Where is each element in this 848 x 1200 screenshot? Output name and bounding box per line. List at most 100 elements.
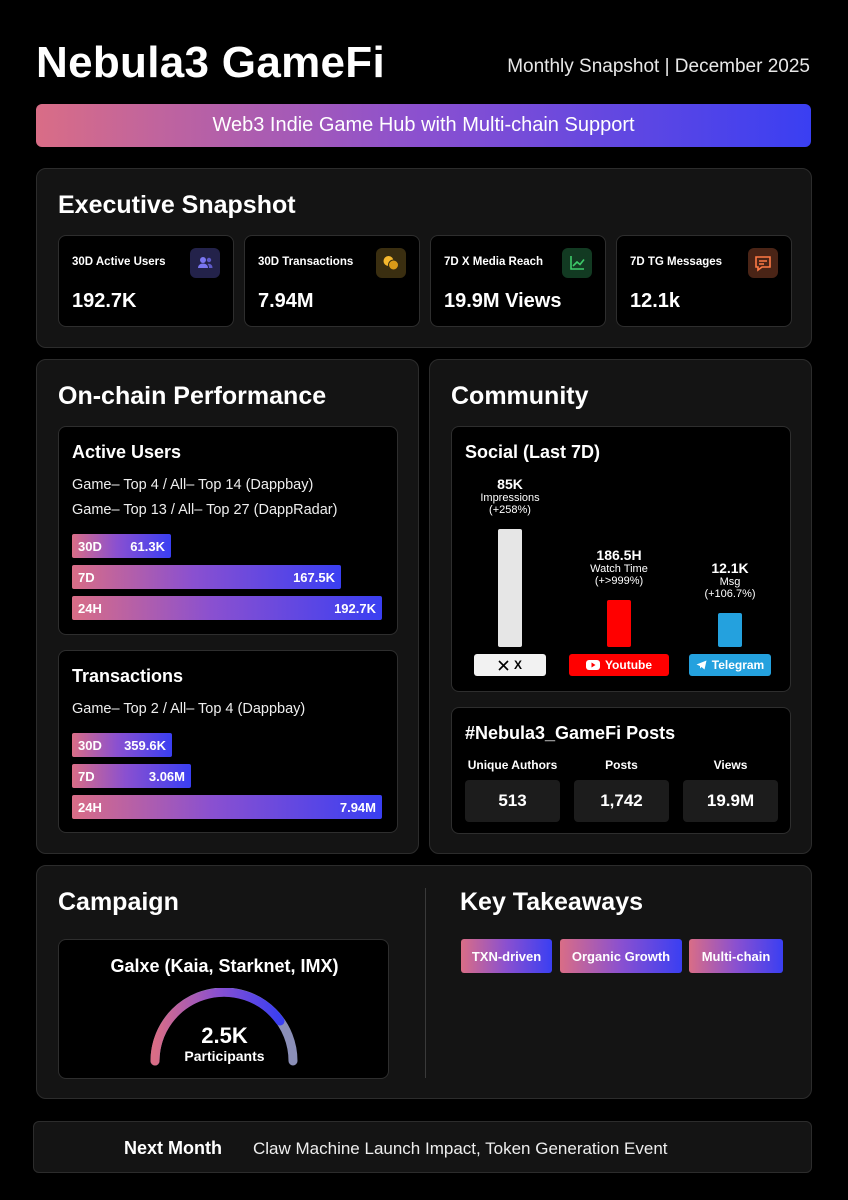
bar-7d: 7D 3.06M [72, 764, 191, 788]
social-value: 186.5H [596, 547, 642, 563]
platform-label: X [513, 658, 522, 672]
bar-24h: 24H 7.94M [72, 795, 382, 819]
panel-divider [425, 888, 426, 1078]
bar-value: 3.06M [148, 769, 185, 784]
participants-gauge [150, 988, 298, 1066]
platform-badge-youtube[interactable]: Youtube [569, 654, 669, 676]
platform-label: Telegram [711, 658, 765, 672]
takeaway-tag: Organic Growth [560, 939, 682, 973]
bar-label: 7D [78, 570, 95, 585]
platform-badge-x[interactable]: X [474, 654, 546, 676]
kpi-label: 30D Transactions [258, 256, 354, 268]
campaign-title: Campaign [58, 888, 179, 916]
rank-line: Game– Top 2 / All– Top 4 (Dappbay) [72, 701, 306, 717]
bar-label: 24H [78, 800, 102, 815]
page-title: Nebula3 GameFi [36, 38, 385, 87]
social-value: 85K [497, 476, 523, 492]
bar-value: 192.7K [334, 601, 376, 616]
stat-value-views: 19.9M [683, 780, 778, 822]
x-logo-icon [498, 659, 509, 671]
bar-value: 359.6K [124, 738, 166, 753]
bar-30d: 30D 61.3K [72, 534, 171, 558]
platform-badge-telegram[interactable]: Telegram [689, 654, 771, 676]
rank-line: Game– Top 13 / All– Top 27 (DappRadar) [72, 502, 338, 518]
bar-label: 30D [78, 738, 102, 753]
rank-line: Game– Top 4 / All– Top 14 (Dappbay) [72, 477, 314, 493]
platform-label: Youtube [604, 658, 653, 672]
active-users-card: Active Users Game– Top 4 / All– Top 14 (… [58, 426, 398, 635]
posts-card: #Nebula3_GameFi Posts Unique Authors Pos… [451, 707, 791, 834]
bar-24h: 24H 192.7K [72, 596, 382, 620]
community-panel: Community Social (Last 7D) 85K Impression… [429, 359, 812, 854]
kpi-value: 12.1k [630, 290, 681, 312]
posts-title: #Nebula3_GameFi Posts [465, 723, 676, 743]
coins-icon [376, 248, 406, 278]
kpi-label: 7D X Media Reach [444, 256, 544, 268]
stat-value-posts: 1,742 [574, 780, 669, 822]
stat-value-authors: 513 [465, 780, 560, 822]
kpi-card-media-reach: 7D X Media Reach 19.9M Views [430, 235, 606, 327]
page-subtitle: Monthly Snapshot | December 2025 [507, 56, 810, 77]
next-month-text: Claw Machine Launch Impact, Token Genera… [253, 1139, 668, 1158]
kpi-label: 30D Active Users [72, 256, 166, 268]
social-label: 85K Impressions (+258%) [460, 476, 560, 516]
social-label: 186.5H Watch Time (+>999%) [569, 547, 669, 587]
takeaways-title: Key Takeaways [460, 888, 643, 916]
social-label: 12.1K Msg (+106.7%) [680, 560, 780, 600]
transactions-title: Transactions [72, 666, 184, 686]
social-bar-telegram [718, 613, 742, 647]
bar-label: 30D [78, 539, 102, 554]
kpi-value: 192.7K [72, 290, 137, 312]
tagline-banner: Web3 Indie Game Hub with Multi-chain Sup… [36, 104, 811, 147]
campaign-card-title: Galxe (Kaia, Starknet, IMX) [110, 956, 339, 976]
users-icon [190, 248, 220, 278]
transactions-card: Transactions Game– Top 2 / All– Top 4 (D… [58, 650, 398, 833]
next-month-bar: Next Month Claw Machine Launch Impact, T… [33, 1121, 812, 1173]
kpi-value: 7.94M [258, 290, 314, 312]
kpi-value: 19.9M Views [444, 290, 562, 312]
social-card: Social (Last 7D) 85K Impressions (+258%) X 1… [451, 426, 791, 692]
onchain-title: On-chain Performance [58, 382, 327, 410]
youtube-icon [585, 660, 600, 670]
social-metric: Msg [719, 576, 741, 588]
social-bar-x [498, 529, 522, 647]
participants-value: 2.5K [201, 1023, 248, 1048]
social-change: (+106.7%) [704, 588, 756, 600]
executive-snapshot-panel: Executive Snapshot 30D Active Users 192.… [36, 168, 812, 348]
stat-label-authors: Unique Authors [467, 758, 558, 772]
social-bar-youtube [607, 600, 631, 647]
social-value: 12.1K [711, 560, 749, 576]
chart-line-icon [562, 248, 592, 278]
social-title: Social (Last 7D) [465, 442, 601, 462]
kpi-card-active-users: 30D Active Users 192.7K [58, 235, 234, 327]
takeaway-tag: TXN-driven [461, 939, 552, 973]
executive-snapshot-title: Executive Snapshot [58, 191, 296, 219]
bar-value: 7.94M [339, 800, 376, 815]
kpi-card-transactions: 30D Transactions 7.94M [244, 235, 420, 327]
campaign-card: Galxe (Kaia, Starknet, IMX) 2.5K Partici… [58, 939, 389, 1079]
next-month-label: Next Month [124, 1138, 222, 1158]
bar-value: 167.5K [293, 570, 335, 585]
gauge-fill [150, 988, 285, 1066]
stat-label-posts: Posts [605, 758, 638, 772]
bar-label: 7D [78, 769, 95, 784]
telegram-icon [696, 660, 707, 670]
participants-label: Participants [184, 1048, 265, 1064]
bar-value: 61.3K [130, 539, 165, 554]
community-title: Community [451, 382, 589, 410]
social-change: (+258%) [489, 504, 531, 516]
bar-label: 24H [78, 601, 102, 616]
campaign-takeaways-panel: Campaign Galxe (Kaia, Starknet, IMX) 2.5… [36, 865, 812, 1099]
social-change: (+>999%) [594, 575, 644, 587]
bar-30d: 30D 359.6K [72, 733, 172, 757]
kpi-label: 7D TG Messages [630, 256, 723, 268]
message-icon [748, 248, 778, 278]
onchain-panel: On-chain Performance Active Users Game– … [36, 359, 419, 854]
stat-label-views: Views [713, 758, 748, 772]
takeaway-tag: Multi-chain [689, 939, 783, 973]
bar-7d: 7D 167.5K [72, 565, 341, 589]
social-metric: Watch Time [590, 563, 648, 575]
active-users-title: Active Users [72, 442, 182, 462]
kpi-card-tg-messages: 7D TG Messages 12.1k [616, 235, 792, 327]
social-metric: Impressions [480, 492, 540, 504]
